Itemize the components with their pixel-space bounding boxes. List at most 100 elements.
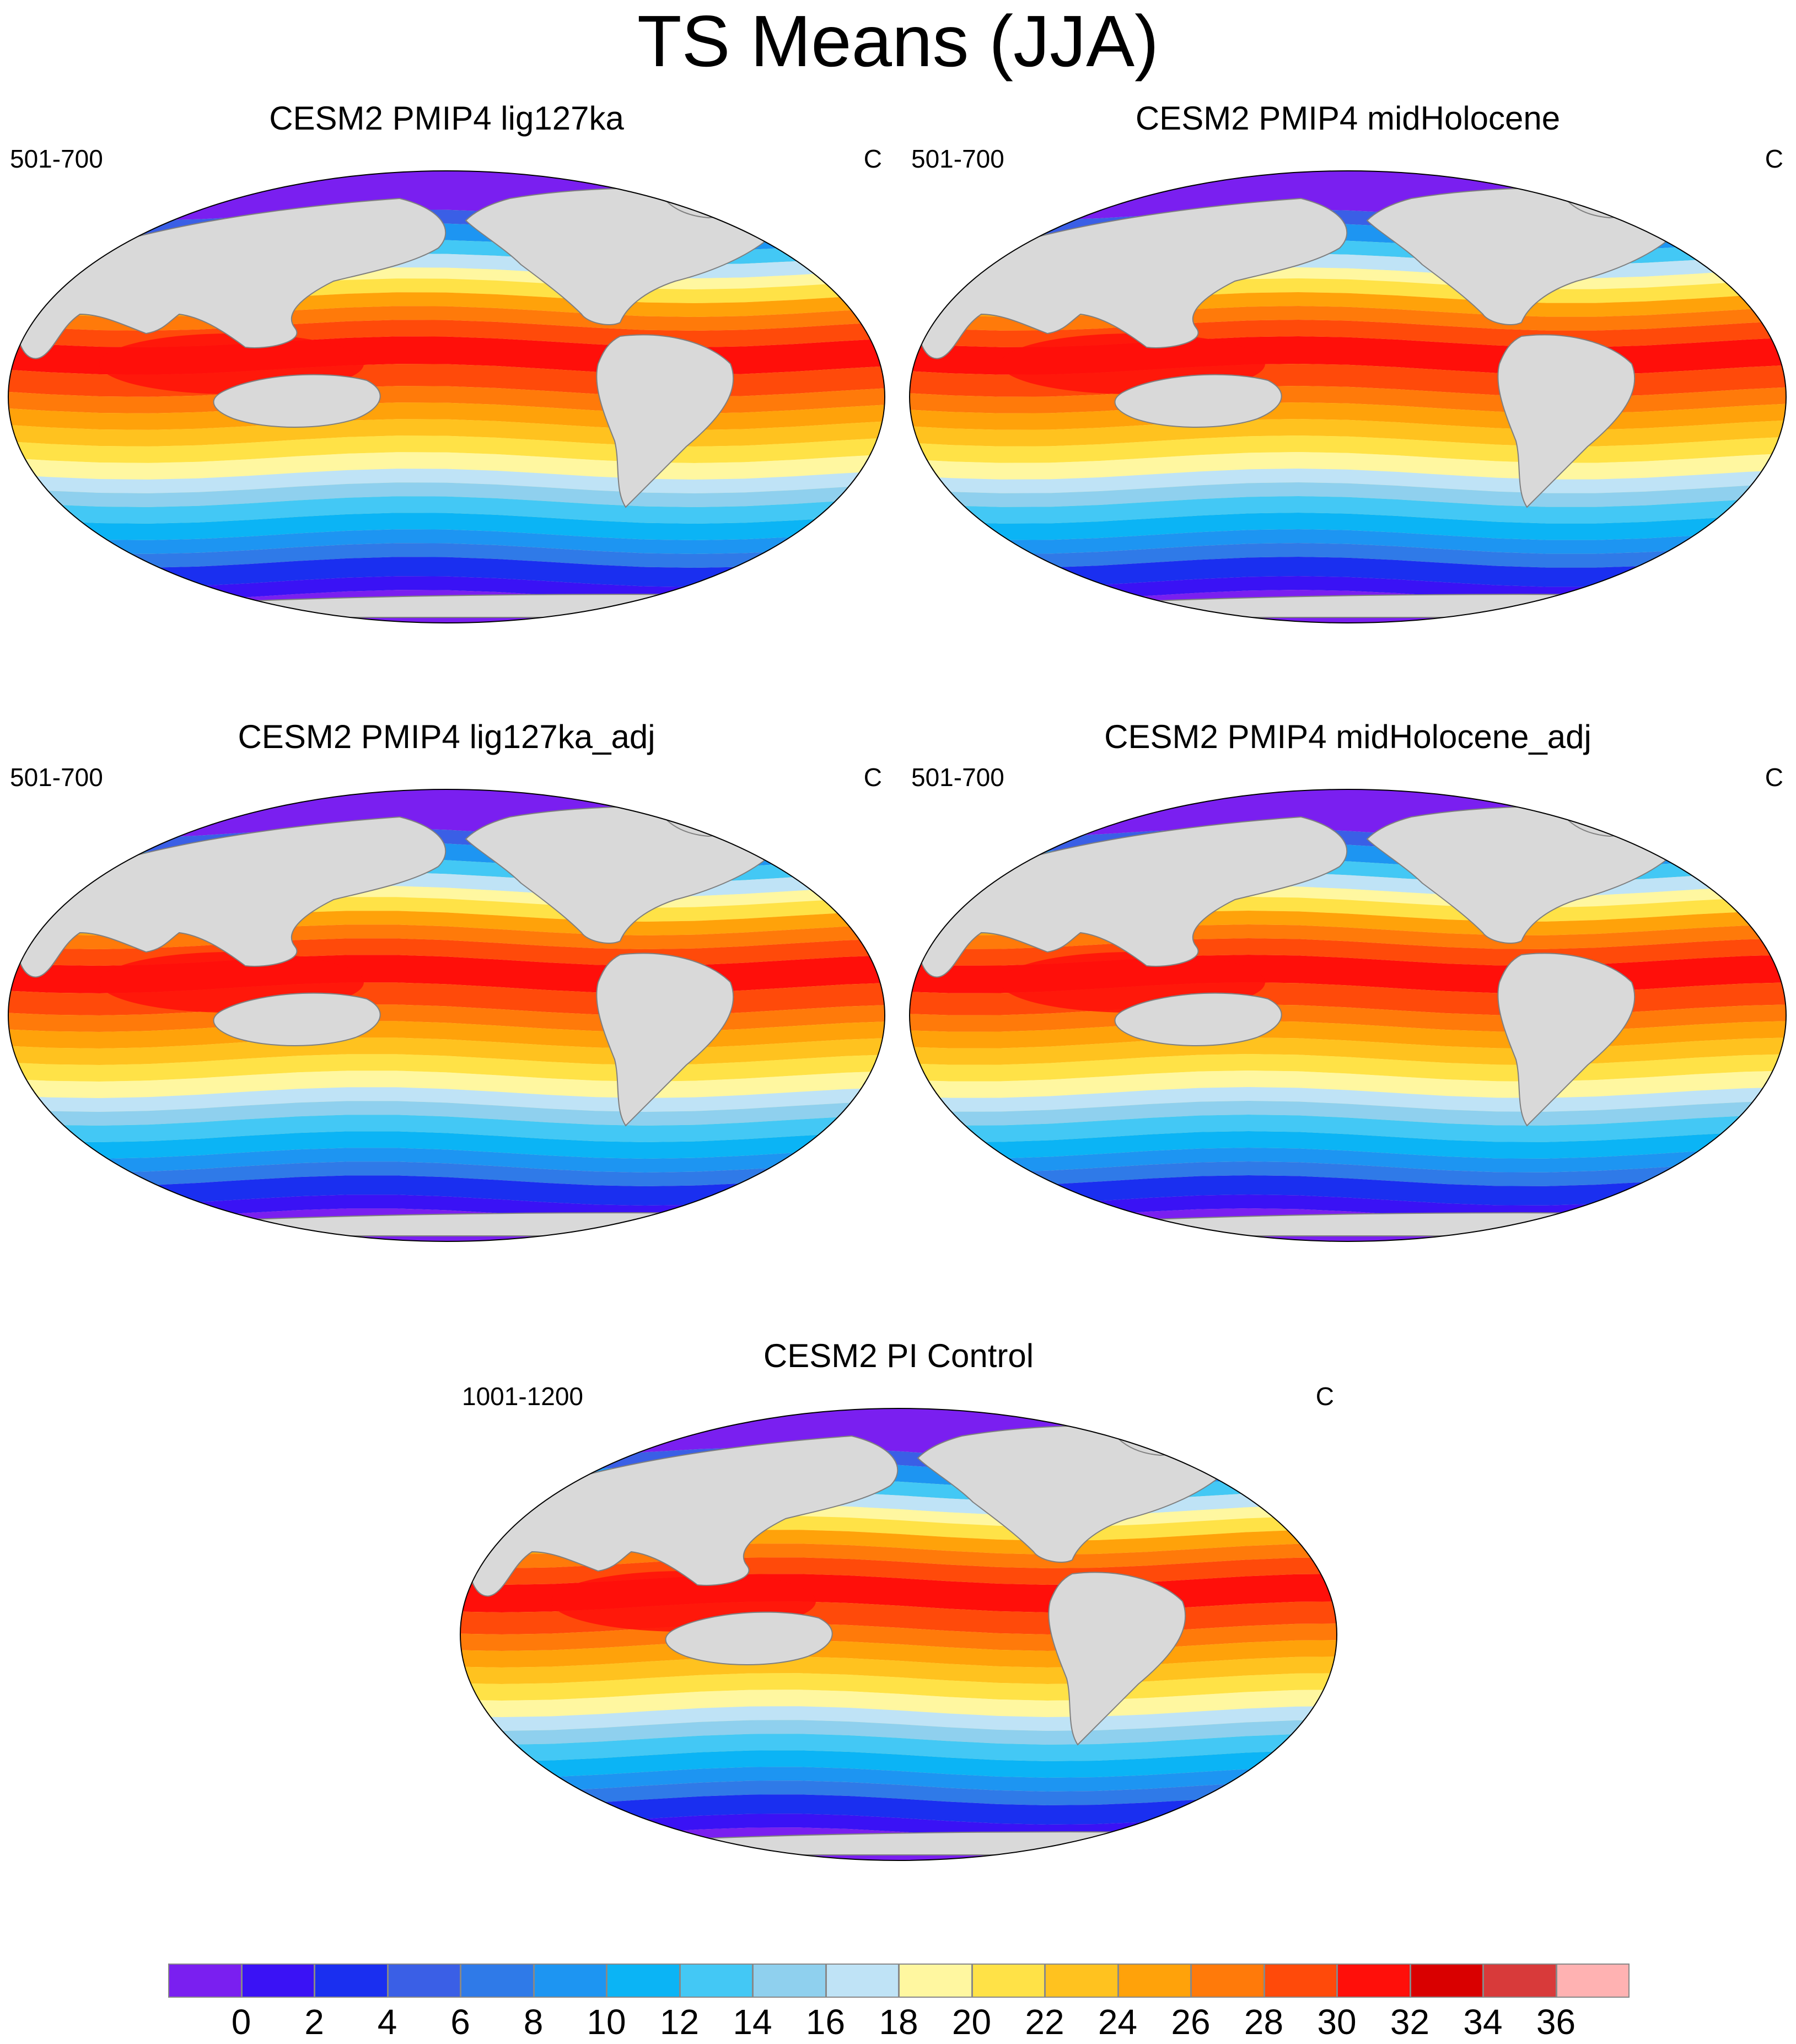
temperature-band [8, 1071, 885, 1098]
temperature-band [460, 1706, 1337, 1731]
temperature-band [910, 452, 1786, 480]
colorbar-tick-label: 28 [1244, 2002, 1284, 2042]
landmass [1498, 953, 1634, 1126]
panel-years: 501-700 [10, 763, 103, 792]
temperature-band [460, 1408, 1337, 1458]
colorbar-swatch [241, 1964, 315, 1998]
colorbar-tick-label: 10 [587, 2002, 626, 2042]
colorbar-tick-label: 2 [304, 2002, 324, 2042]
colorbar-tick-label: 24 [1098, 2002, 1138, 2042]
temperature-band [910, 469, 1786, 493]
temperature-band [8, 482, 885, 507]
colorbar-tick-label: 12 [659, 2002, 700, 2042]
colorbar-swatch [1045, 1964, 1119, 1998]
landmass [921, 198, 1347, 358]
sst-field [460, 1408, 1337, 1860]
map-outline [460, 1408, 1337, 1861]
colorbar-swatch [314, 1964, 388, 1998]
temperature-band [910, 1087, 1786, 1112]
map [460, 1408, 1337, 1861]
panel-years: 501-700 [10, 144, 103, 173]
colorbar-tick-label: 16 [805, 2002, 846, 2042]
panel-units: C [863, 763, 882, 792]
panel-years: 501-700 [911, 763, 1004, 792]
map-outline [909, 170, 1787, 623]
map [909, 789, 1787, 1242]
panel-units: C [863, 144, 882, 173]
temperature-band [8, 543, 885, 568]
colorbar-swatch [1483, 1964, 1557, 1998]
temperature-band [910, 1148, 1786, 1172]
landmass [1498, 335, 1634, 507]
temperature-band [8, 557, 885, 587]
temperature-band [460, 1781, 1337, 1805]
colorbar-tick-label: 20 [951, 2002, 992, 2042]
temperature-band [8, 529, 885, 554]
temperature-band [8, 452, 885, 480]
sst-field [910, 171, 1786, 623]
panel-title: CESM2 PMIP4 midHolocene [1135, 100, 1561, 137]
map-outline [909, 789, 1787, 1242]
panel-units: C [1765, 763, 1783, 792]
map [8, 789, 885, 1242]
colorbar-tick-label: 6 [450, 2002, 470, 2042]
temperature-band [460, 1734, 1337, 1761]
colorbar-tick-label: 26 [1171, 2002, 1211, 2042]
colorbar-swatch [971, 1964, 1045, 1998]
temperature-band [8, 1161, 885, 1186]
temperature-band [460, 1767, 1337, 1792]
panel-years: 501-700 [911, 144, 1004, 173]
map [909, 170, 1787, 623]
landmass [1048, 1572, 1185, 1745]
colorbar-swatch [1410, 1964, 1483, 1998]
map-panel-midholocene-adj: CESM2 PMIP4 midHolocene_adj 501-700 C [901, 718, 1794, 1291]
temperature-band [8, 469, 885, 493]
temperature-band [460, 1720, 1337, 1745]
landmass [596, 953, 733, 1126]
temperature-band [460, 1750, 1337, 1778]
colorbar-swatch [752, 1964, 826, 1998]
landmass [214, 993, 380, 1046]
temperature-band [910, 543, 1786, 568]
temperature-band [910, 557, 1786, 587]
temperature-band [8, 496, 885, 524]
temperature-band [910, 1071, 1786, 1098]
colorbar-tick-label: 34 [1463, 2002, 1503, 2042]
colorbar-swatch [899, 1964, 972, 1998]
temperature-band [910, 1175, 1786, 1206]
temperature-band [8, 1101, 885, 1126]
temperature-band [8, 1131, 885, 1159]
landmass [19, 817, 445, 977]
colorbar-swatch [1117, 1964, 1191, 1998]
colorbar-swatch [606, 1964, 680, 1998]
temperature-band [910, 1115, 1786, 1142]
map-outline [8, 789, 885, 1242]
temperature-band [910, 513, 1786, 540]
temperature-band [910, 789, 1786, 839]
temperature-band [8, 1115, 885, 1142]
map-panel-lig127ka: CESM2 PMIP4 lig127ka 501-700 C [0, 99, 893, 673]
panel-title: CESM2 PMIP4 lig127ka_adj [238, 718, 655, 755]
colorbar-tick-label: 22 [1025, 2002, 1064, 2042]
sst-field [910, 789, 1786, 1241]
colorbar-swatch [460, 1964, 534, 1998]
temperature-band [910, 1131, 1786, 1159]
landmass [1115, 993, 1282, 1046]
colorbar-tick-label: 8 [523, 2002, 544, 2042]
panel-title: CESM2 PMIP4 midHolocene_adj [1104, 718, 1591, 755]
colorbar-tick-label: 14 [733, 2002, 772, 2042]
temperature-band [8, 1148, 885, 1172]
temperature-band [910, 496, 1786, 524]
colorbar-tick-label: 18 [879, 2002, 918, 2042]
sst-field [8, 171, 885, 623]
colorbar-swatch [679, 1964, 753, 1998]
colorbar-swatch [825, 1964, 899, 1998]
panel-title: CESM2 PMIP4 lig127ka [269, 100, 624, 137]
colorbar-swatch [533, 1964, 607, 1998]
figure-title: TS Means (JJA) [637, 1, 1159, 82]
temperature-band [460, 1794, 1337, 1825]
colorbar-swatch [1556, 1964, 1630, 1998]
temperature-band [460, 1690, 1337, 1717]
colorbar-tick-label: 0 [231, 2002, 251, 2042]
landmass [666, 1612, 832, 1665]
